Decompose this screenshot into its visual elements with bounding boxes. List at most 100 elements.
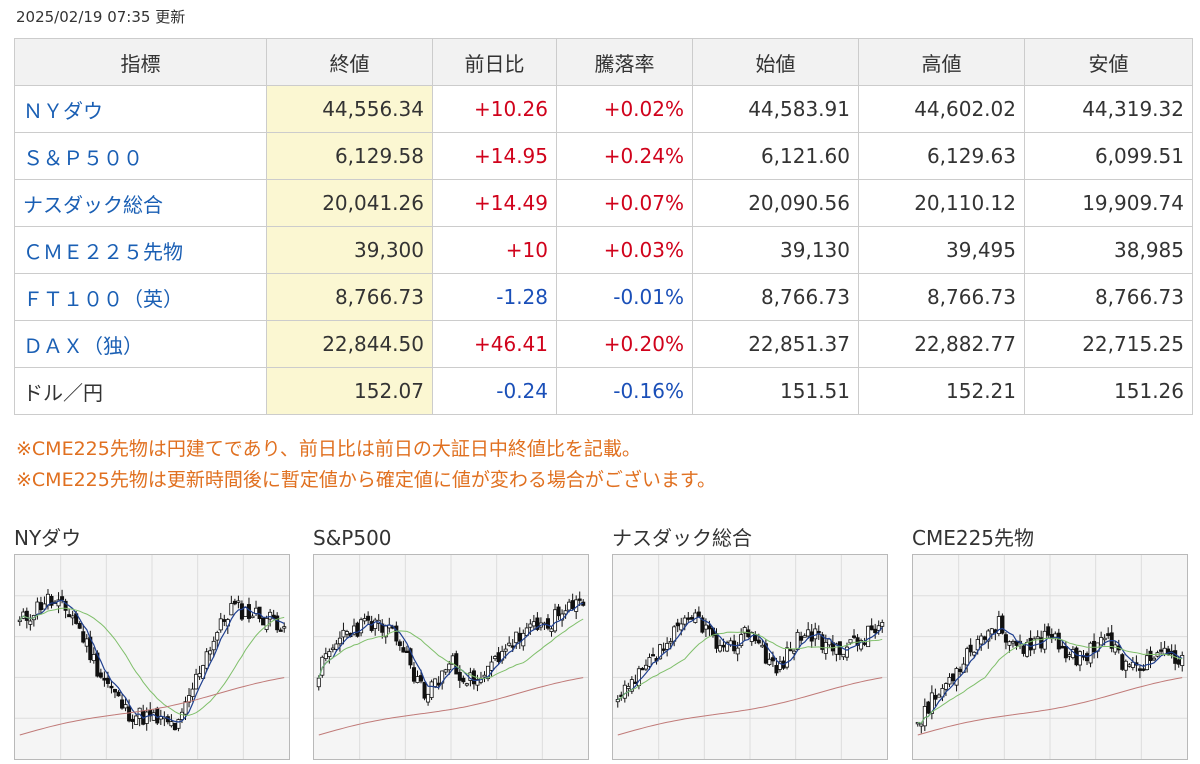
candlestick-chart[interactable] [912, 554, 1188, 760]
candlestick-chart[interactable] [313, 554, 589, 760]
updated-timestamp: 2025/02/19 07:35 更新 [16, 8, 186, 26]
low-value: 151.26 [1024, 367, 1193, 415]
table-row: ＣＭＥ２２５先物 39,300 +10 +0.03% 39,130 39,495 38,98… [14, 226, 1193, 274]
table-row: ＮＹダウ 44,556.34 +10.26 +0.02% 44,583.91 44,602… [14, 85, 1193, 133]
high-value: 152.21 [858, 367, 1025, 415]
candle-body [183, 701, 188, 715]
change-value: +46.41 [432, 320, 557, 368]
index-name-cell[interactable]: ＣＭＥ２２５先物 [14, 226, 267, 274]
index-link[interactable]: ナスダック総合 [23, 192, 163, 217]
candle-body [675, 622, 680, 627]
candle-body [567, 601, 572, 611]
chart-cme225[interactable]: CME225先物 [912, 524, 1188, 760]
open-value: 44,583.91 [692, 85, 859, 133]
candle-body [721, 644, 726, 648]
candle-body [278, 629, 283, 632]
chart-svg [15, 555, 289, 759]
close-value: 44,556.34 [266, 85, 433, 133]
candle-body [397, 641, 402, 646]
chart-nasdaq[interactable]: ナスダック総合 [612, 524, 888, 760]
candle-body [1141, 668, 1146, 671]
candle-body [28, 620, 33, 625]
change-value: +14.49 [432, 179, 557, 227]
candle-body [873, 628, 878, 634]
candle-body [236, 600, 241, 603]
candle-body [1127, 664, 1132, 667]
candle-body [1092, 640, 1097, 653]
candle-body [672, 626, 677, 642]
chart-ny-dow[interactable]: NYダウ [14, 524, 290, 760]
candle-body [1010, 641, 1015, 644]
candlestick-chart[interactable] [14, 554, 290, 760]
candlestick-chart[interactable] [612, 554, 888, 760]
index-name-cell[interactable]: Ｓ＆Ｐ５００ [14, 132, 267, 180]
index-link[interactable]: Ｓ＆Ｐ５００ [23, 145, 143, 170]
index-name-cell[interactable]: ＦＴ１００（英） [14, 273, 267, 321]
candle-body [629, 679, 634, 692]
candle-body [880, 622, 885, 627]
candle-body [246, 604, 251, 619]
candle-body [1007, 641, 1012, 646]
close-value: 22,844.50 [266, 320, 433, 368]
table-row: ＦＴ１００（英） 8,766.73 -1.28 -0.01% 8,766.73 8,766… [14, 273, 1193, 321]
index-link[interactable]: ＦＴ１００（英） [23, 286, 183, 311]
candle-body [507, 642, 512, 646]
candle-body [933, 694, 938, 700]
candle-body [282, 626, 287, 629]
candle-body [979, 635, 984, 645]
candle-body [841, 653, 846, 658]
candle-body [197, 673, 202, 678]
candle-body [109, 685, 114, 689]
candle-body [668, 641, 673, 644]
table-row: ＤＡＸ（独） 22,844.50 +46.41 +0.20% 22,851.37 22,8… [14, 320, 1193, 368]
candle-body [408, 648, 413, 666]
candle-body [848, 639, 853, 644]
close-value: 6,129.58 [266, 132, 433, 180]
candle-body [369, 621, 374, 631]
note-line: ※CME225先物は円建てであり、前日比は前日の大証日中終値比を記載。 [16, 438, 641, 460]
candle-body [643, 664, 648, 670]
change-rate-value: -0.16% [556, 367, 693, 415]
candle-body [876, 625, 881, 631]
candle-body [341, 629, 346, 638]
candle-body [222, 619, 227, 622]
candle-body [1148, 650, 1153, 662]
candle-body [208, 650, 213, 655]
index-name-cell[interactable]: ＮＹダウ [14, 85, 267, 133]
close-value: 8,766.73 [266, 273, 433, 321]
candle-body [275, 615, 280, 631]
candle-body [682, 617, 687, 625]
index-name-cell[interactable]: ナスダック総合 [14, 179, 267, 227]
candle-body [433, 678, 438, 687]
chart-sp500[interactable]: S&P500 [313, 524, 589, 760]
candle-body [556, 606, 561, 617]
candle-body [172, 722, 177, 731]
index-link[interactable]: ＮＹダウ [23, 98, 103, 123]
candle-body [194, 673, 199, 690]
change-rate-value: +0.20% [556, 320, 693, 368]
index-link[interactable]: ＣＭＥ２２５先物 [23, 239, 183, 264]
candle-body [1137, 668, 1142, 671]
candle-body [268, 611, 273, 620]
index-link[interactable]: ＤＡＸ（独） [23, 333, 143, 358]
candle-body [169, 721, 174, 727]
candle-body [837, 641, 842, 655]
candle-body [419, 675, 424, 682]
candle-body [947, 677, 952, 685]
candle-body [112, 689, 117, 693]
candle-body [1046, 626, 1051, 636]
candle-body [77, 623, 82, 629]
candle-body [404, 650, 409, 654]
candle-body [1144, 655, 1149, 671]
candle-body [1032, 638, 1037, 650]
candle-body [1088, 642, 1093, 664]
candle-body [344, 631, 349, 635]
candle-body [718, 645, 723, 652]
candle-body [774, 665, 779, 674]
index-name-cell[interactable]: ＤＡＸ（独） [14, 320, 267, 368]
candle-body [795, 631, 800, 650]
candle-body [1074, 647, 1079, 666]
candle-body [38, 602, 43, 611]
candle-body [67, 614, 72, 618]
candle-body [394, 625, 399, 642]
